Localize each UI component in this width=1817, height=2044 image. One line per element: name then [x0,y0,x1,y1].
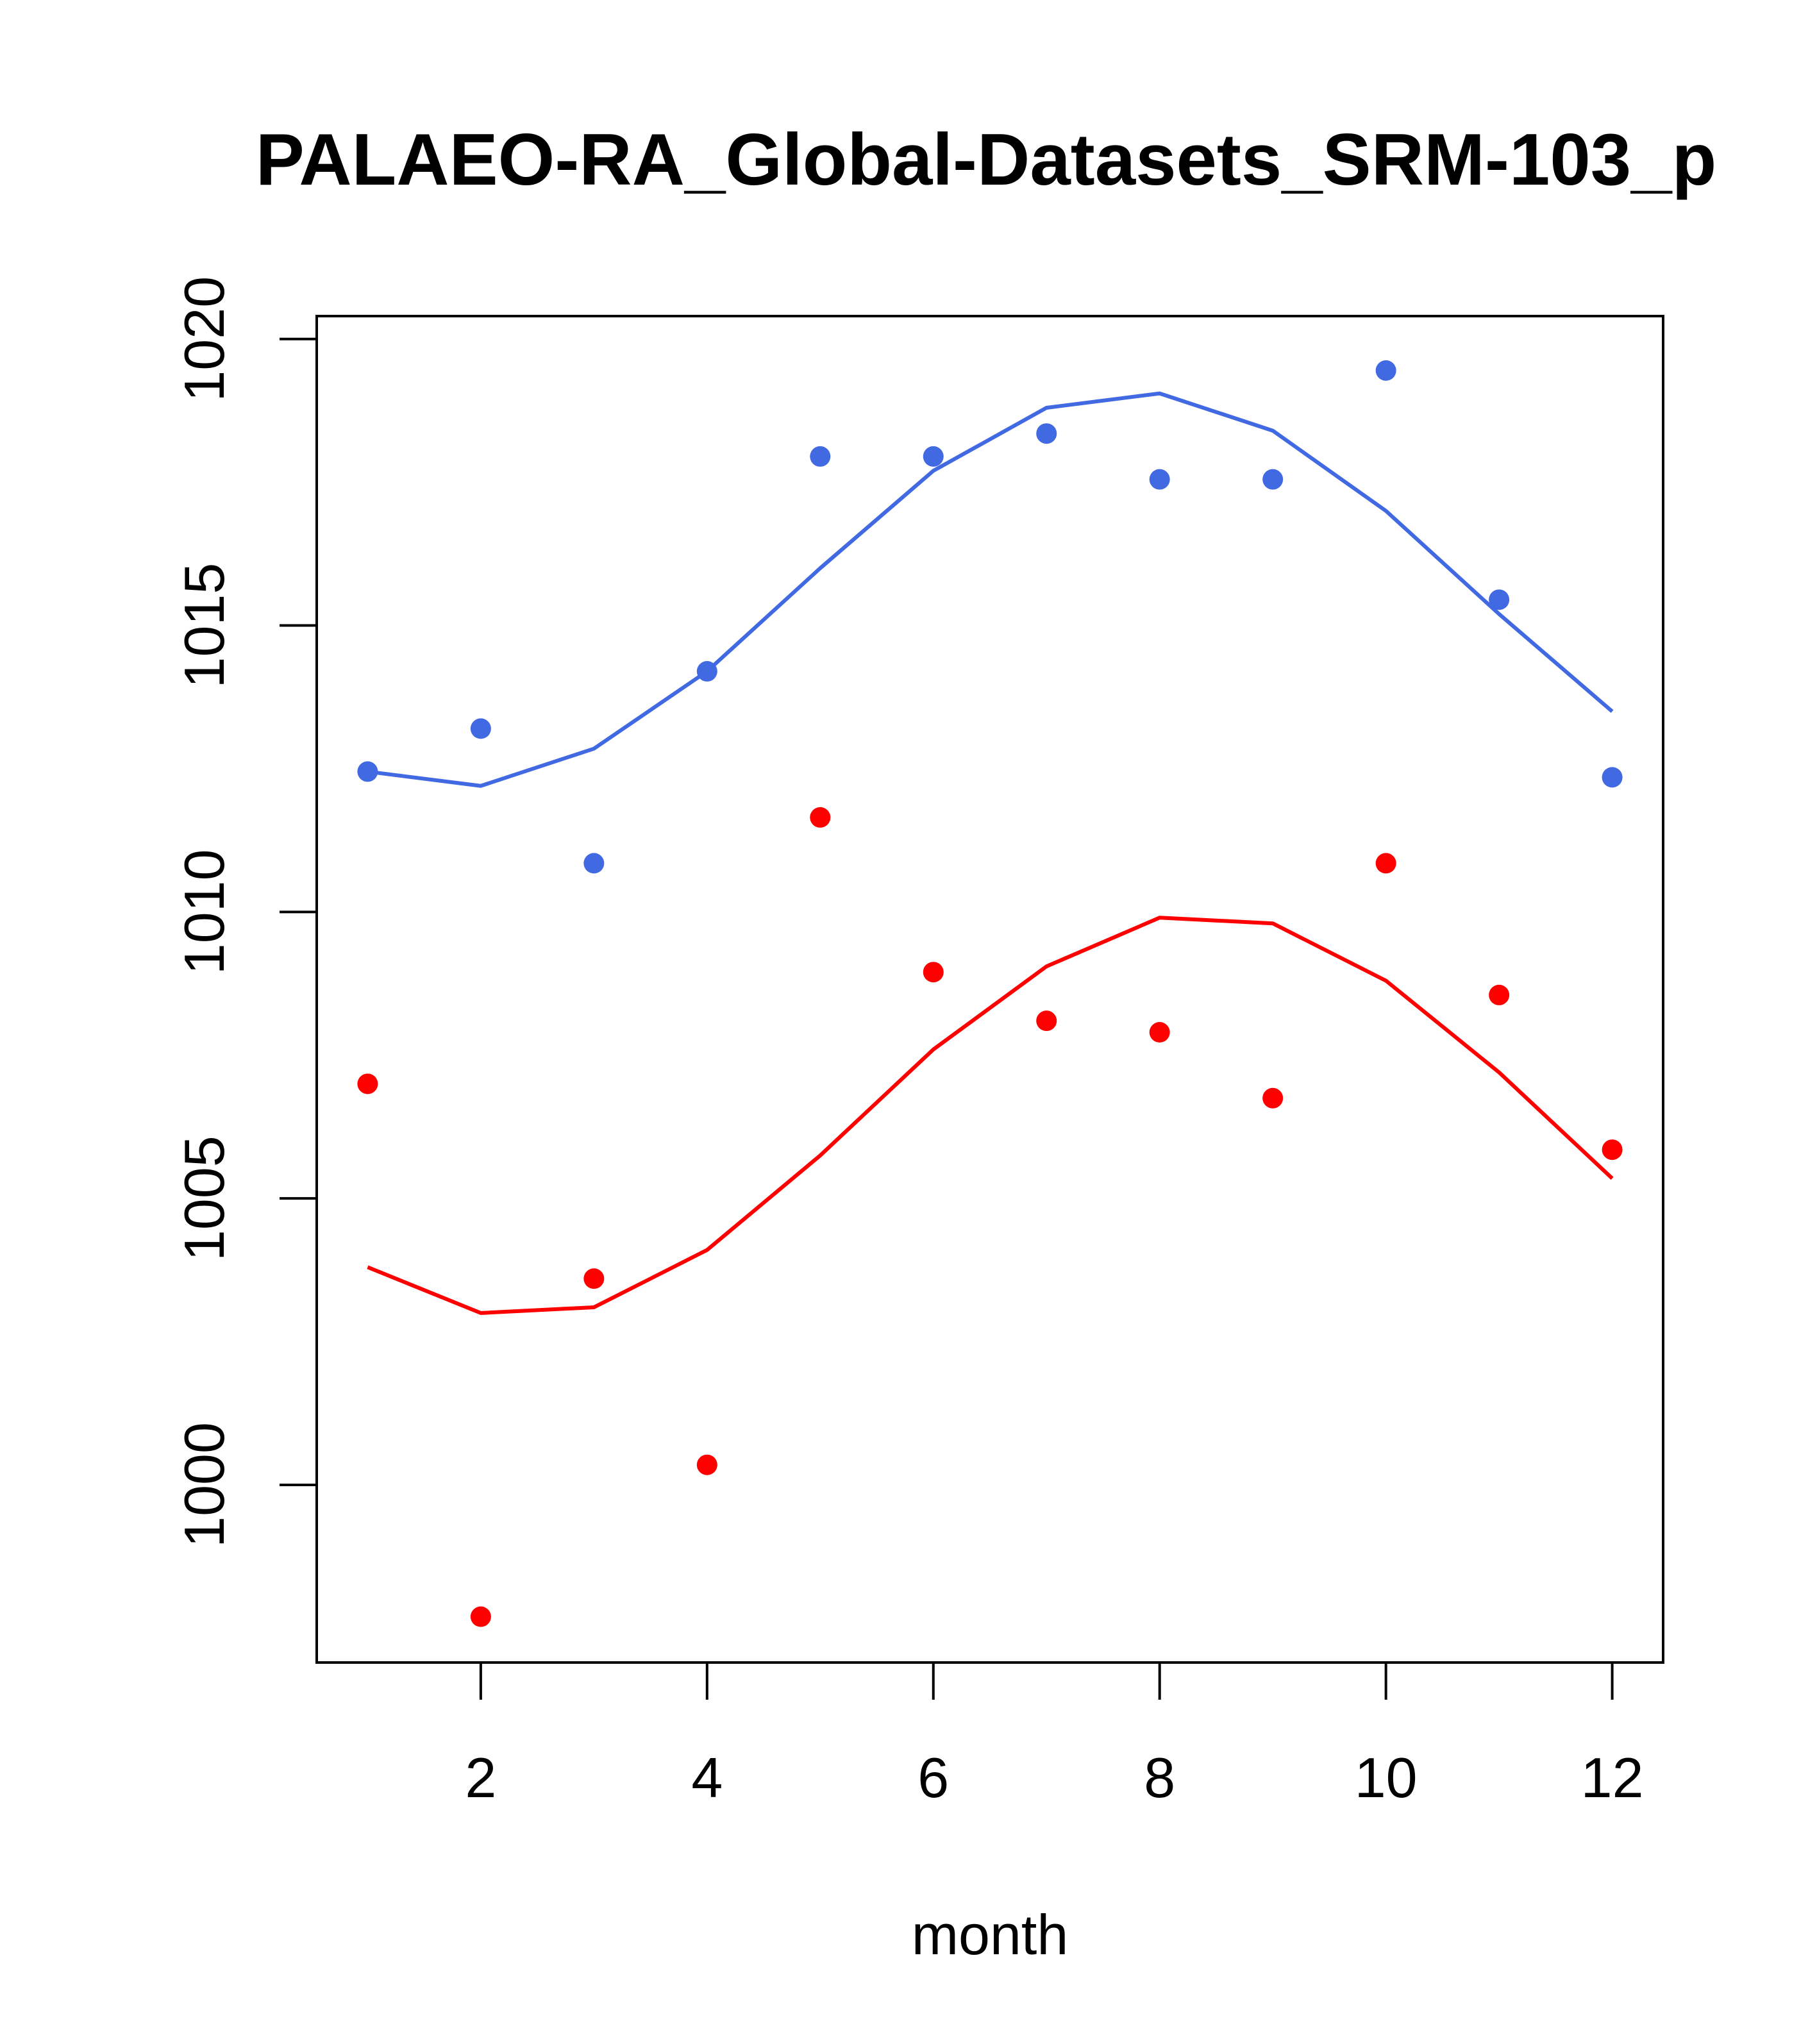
series-layer [357,360,1623,1627]
y-tick-label: 1000 [172,1422,236,1548]
data-point-blue-points [1602,767,1623,788]
series-line-red-smooth [367,916,1614,1315]
data-point-blue-points [1489,589,1510,610]
chart-title: PALAEO-RA_Global-Datasets_SRM-103_p [256,119,1716,201]
data-point-blue-points [1036,423,1057,444]
data-point-red-points [810,807,831,828]
y-tick-label: 1020 [172,276,236,402]
y-tick-label: 1010 [172,849,236,975]
data-point-blue-points [583,853,605,874]
x-tick-label: 12 [1581,1746,1644,1809]
data-point-red-points [1602,1139,1623,1160]
data-point-blue-points [1149,469,1170,490]
x-axis-label: month [912,1903,1069,1966]
series-line-blue-smooth [367,391,1614,788]
data-point-red-points [696,1454,717,1475]
data-point-blue-points [1262,469,1284,490]
y-tick-label: 1015 [172,563,236,689]
data-point-red-points [1375,853,1396,874]
x-axis: 2 4 6 8 10 12 [465,1661,1644,1809]
data-point-red-points [583,1268,605,1289]
data-point-red-points [1489,984,1510,1005]
x-tick-label: 2 [465,1746,496,1809]
data-point-blue-points [923,446,944,467]
data-point-blue-points [1375,360,1396,381]
data-point-red-points [1262,1087,1284,1109]
data-point-red-points [923,962,944,983]
data-point-blue-points [470,718,491,739]
x-tick-label: 10 [1355,1746,1418,1809]
data-point-red-points [357,1073,378,1094]
data-point-blue-points [810,446,831,467]
data-point-red-points [1036,1010,1057,1032]
x-tick-label: 8 [1144,1746,1175,1809]
y-tick-label: 1005 [172,1135,236,1261]
data-point-red-points [1149,1022,1170,1043]
y-axis: 1000 1005 1010 1015 1020 [172,276,318,1548]
plot-frame [315,315,1664,1664]
data-point-red-points [470,1606,491,1627]
x-tick-label: 4 [691,1746,723,1809]
x-tick-label: 6 [917,1746,949,1809]
